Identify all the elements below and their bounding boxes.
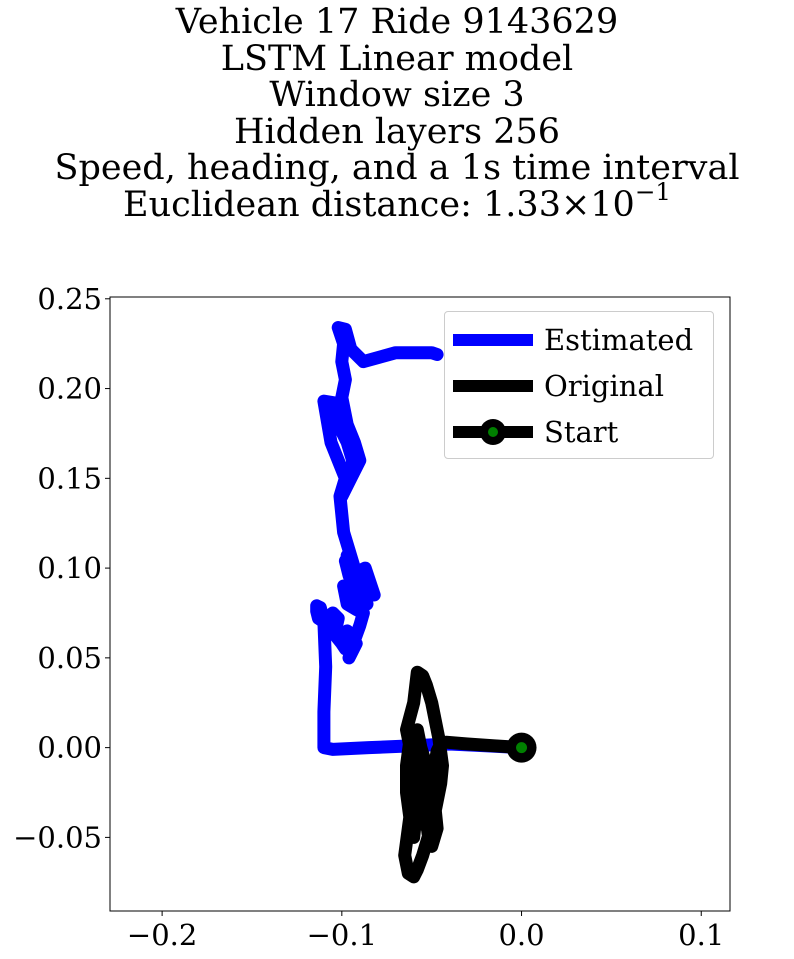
x-tick-label: −0.2	[127, 918, 197, 952]
title-line-distance: Euclidean distance: 1.33×10−1	[0, 180, 794, 225]
legend-item-estimated: Estimated	[445, 318, 715, 362]
title-line-hidden: Hidden layers 256	[233, 111, 561, 152]
y-tick-label: 0.00	[37, 731, 102, 765]
distance-text: Euclidean distance: 1.33×10	[123, 184, 635, 225]
series-line-original	[398, 665, 528, 884]
y-tick-label: 0.20	[37, 372, 102, 406]
y-tick-label: 0.15	[37, 461, 102, 495]
start-marker-center	[516, 742, 528, 754]
title-line-features: Speed, heading, and a 1s time interval	[54, 148, 740, 188]
legend-label-estimated: Estimated	[544, 323, 694, 357]
chart-title: Vehicle 17 Ride 9143629 LSTM Linear mode…	[0, 4, 794, 223]
title-line-window: Window size 3	[269, 75, 525, 115]
ticks-layer: −0.2 −0.1 0.0 0.1 −0.05 0.00 0.05 0.10 0.15 0.20 0…	[13, 282, 724, 952]
legend-label-original: Original	[544, 369, 664, 403]
x-tick-label: −0.1	[307, 918, 377, 952]
y-tick-label: −0.05	[13, 820, 102, 854]
y-tick-label: 0.25	[37, 282, 102, 316]
legend-swatch-estimated	[453, 334, 533, 346]
axes-frame	[109, 296, 731, 912]
legend-item-original: Original	[445, 364, 715, 408]
y-tick-label: 0.10	[37, 551, 102, 585]
x-tick-label: 0.1	[678, 918, 724, 952]
x-tick-label: 0.0	[498, 918, 544, 952]
series-line-estimated	[310, 321, 528, 756]
y-tick-label: 0.05	[37, 641, 102, 675]
legend-item-start: Start	[445, 410, 715, 454]
distance-exponent: −1	[634, 177, 671, 207]
series-layer	[310, 321, 537, 884]
legend-label-start: Start	[544, 415, 619, 449]
legend-swatch-original	[453, 380, 533, 392]
title-line-model: LSTM Linear model	[220, 38, 574, 79]
legend-swatch-start	[453, 419, 533, 445]
title-line-vehicle: Vehicle 17 Ride 9143629	[175, 2, 619, 42]
legend: Estimated Original Start	[444, 311, 714, 459]
